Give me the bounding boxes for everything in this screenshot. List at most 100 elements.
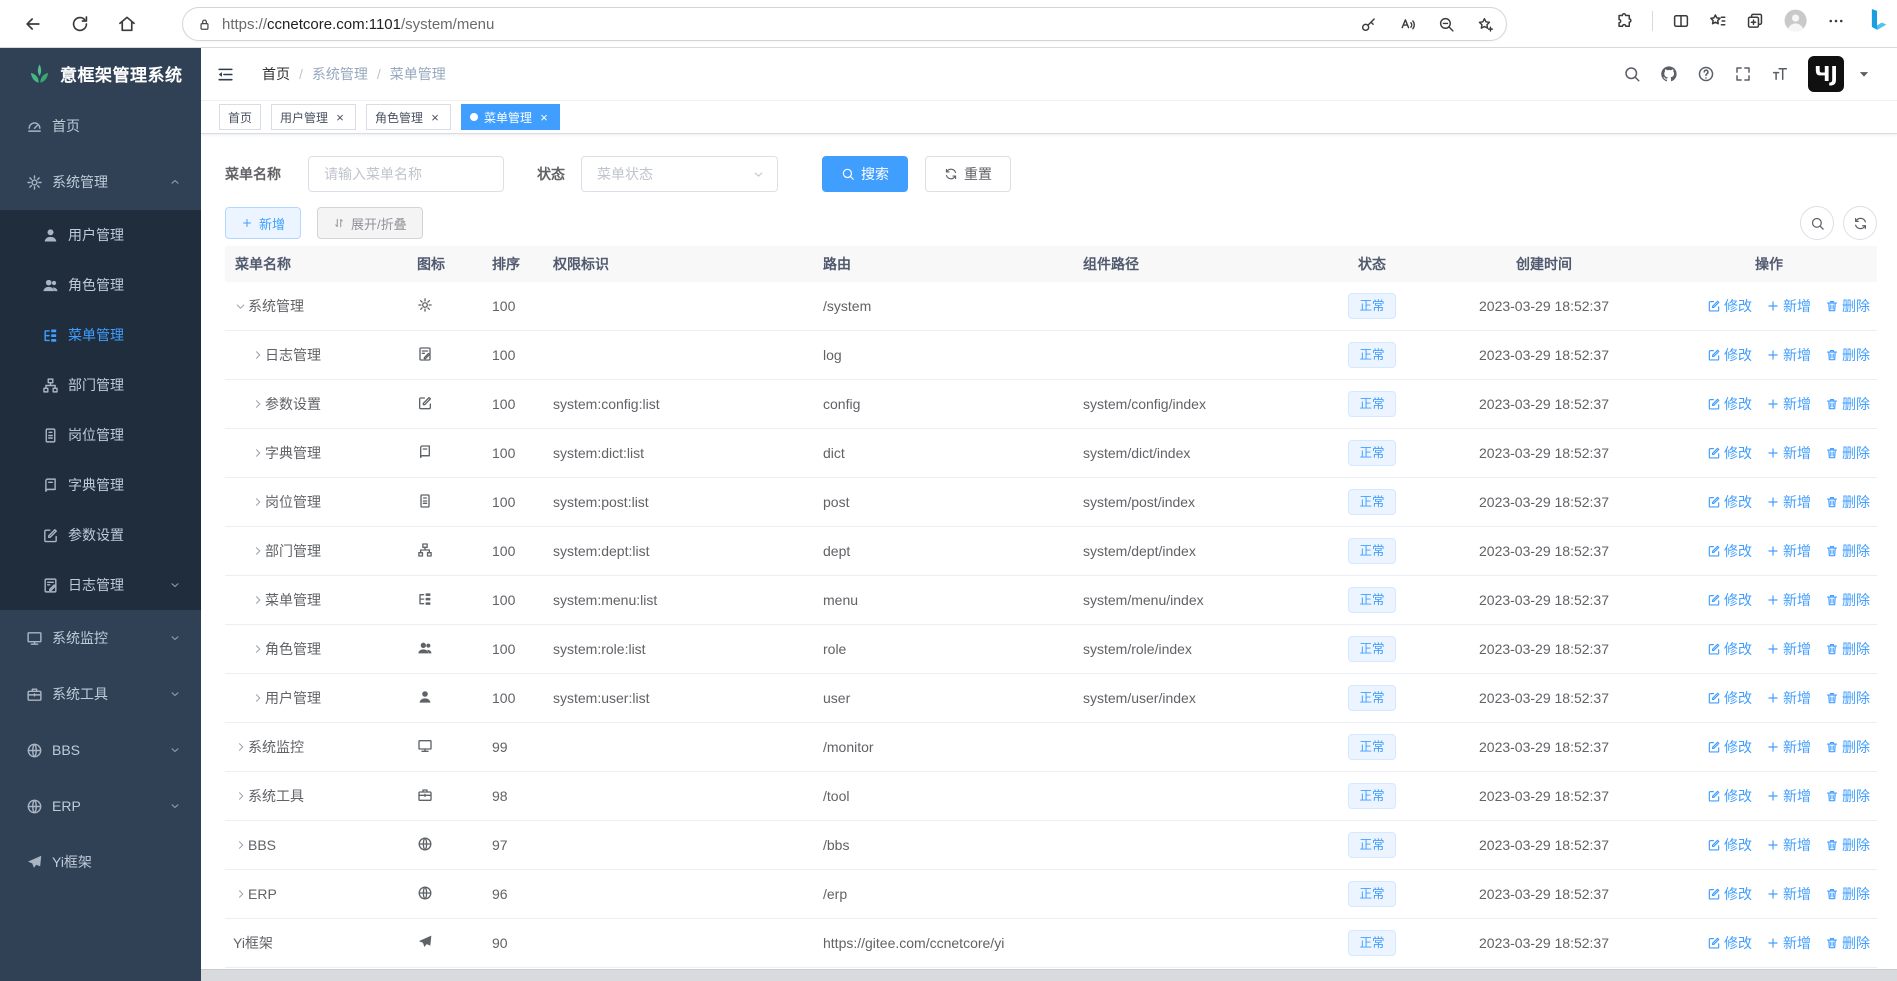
sidebar-item-tool[interactable]: 系统工具 xyxy=(0,666,201,722)
row-delete-link[interactable]: 删除 xyxy=(1825,345,1870,365)
add-favorite-icon[interactable] xyxy=(1477,16,1494,33)
expand-arrow-icon[interactable] xyxy=(233,741,248,753)
row-add-link[interactable]: 新增 xyxy=(1766,835,1811,855)
expand-arrow-icon[interactable] xyxy=(250,349,265,361)
row-edit-link[interactable]: 修改 xyxy=(1707,688,1752,708)
expand-arrow-icon[interactable] xyxy=(250,545,265,557)
sidebar-item-user[interactable]: 用户管理 xyxy=(0,210,201,260)
row-add-link[interactable]: 新增 xyxy=(1766,541,1811,561)
caret-down-icon[interactable] xyxy=(1855,65,1873,83)
address-bar[interactable]: https://ccnetcore.com:1101/system/menu xyxy=(182,7,1507,41)
row-edit-link[interactable]: 修改 xyxy=(1707,835,1752,855)
back-button[interactable] xyxy=(16,7,50,41)
refresh-table-button[interactable] xyxy=(1843,206,1877,240)
row-delete-link[interactable]: 删除 xyxy=(1825,688,1870,708)
expand-arrow-icon[interactable] xyxy=(250,398,265,410)
row-delete-link[interactable]: 删除 xyxy=(1825,933,1870,953)
bing-chat-icon[interactable] xyxy=(1864,7,1891,34)
add-button[interactable]: 新增 xyxy=(225,207,302,239)
tab-角色管理[interactable]: 角色管理 × xyxy=(366,104,452,130)
settings-menu-icon[interactable] xyxy=(1827,12,1845,30)
sidebar-toggle[interactable] xyxy=(216,65,235,84)
row-edit-link[interactable]: 修改 xyxy=(1707,492,1752,512)
row-add-link[interactable]: 新增 xyxy=(1766,933,1811,953)
split-screen-icon[interactable] xyxy=(1672,12,1690,30)
row-delete-link[interactable]: 删除 xyxy=(1825,884,1870,904)
menu-name-input[interactable] xyxy=(309,166,503,182)
expand-arrow-icon[interactable] xyxy=(250,594,265,606)
sidebar-item-system[interactable]: 系统管理 xyxy=(0,154,201,210)
expand-arrow-icon[interactable] xyxy=(235,299,247,314)
sidebar-item-dict[interactable]: 字典管理 xyxy=(0,460,201,510)
github-link-icon[interactable] xyxy=(1660,65,1678,83)
home-button[interactable] xyxy=(110,7,144,41)
row-delete-link[interactable]: 删除 xyxy=(1825,296,1870,316)
fullscreen-toggle-icon[interactable] xyxy=(1734,65,1752,83)
expand-arrow-icon[interactable] xyxy=(233,839,248,851)
expand-arrow-icon[interactable] xyxy=(250,692,265,704)
row-edit-link[interactable]: 修改 xyxy=(1707,345,1752,365)
expand-collapse-button[interactable]: 展开/折叠 xyxy=(317,207,423,239)
expand-arrow-icon[interactable] xyxy=(250,643,265,655)
sidebar-item-menu[interactable]: 菜单管理 xyxy=(0,310,201,360)
sidebar-item-role[interactable]: 角色管理 xyxy=(0,260,201,310)
favorites-icon[interactable] xyxy=(1709,12,1727,30)
sidebar-item-yi[interactable]: Yi框架 xyxy=(0,834,201,890)
search-button[interactable]: 搜索 xyxy=(822,156,908,192)
row-delete-link[interactable]: 删除 xyxy=(1825,541,1870,561)
reset-button[interactable]: 重置 xyxy=(925,156,1011,192)
read-aloud-icon[interactable] xyxy=(1399,16,1416,33)
sidebar-item-monitor[interactable]: 系统监控 xyxy=(0,610,201,666)
tab-首页[interactable]: 首页 xyxy=(219,104,262,130)
sidebar-item-erp[interactable]: ERP xyxy=(0,778,201,834)
row-edit-link[interactable]: 修改 xyxy=(1707,737,1752,757)
sidebar-item-dept[interactable]: 部门管理 xyxy=(0,360,201,410)
row-add-link[interactable]: 新增 xyxy=(1766,394,1811,414)
row-delete-link[interactable]: 删除 xyxy=(1825,443,1870,463)
tab-菜单管理[interactable]: 菜单管理 × xyxy=(461,104,561,130)
row-edit-link[interactable]: 修改 xyxy=(1707,394,1752,414)
expand-arrow-icon[interactable] xyxy=(250,447,265,459)
row-add-link[interactable]: 新增 xyxy=(1766,590,1811,610)
row-delete-link[interactable]: 删除 xyxy=(1825,492,1870,512)
row-add-link[interactable]: 新增 xyxy=(1766,443,1811,463)
collections-icon[interactable] xyxy=(1746,12,1764,30)
sidebar-item-post[interactable]: 岗位管理 xyxy=(0,410,201,460)
row-edit-link[interactable]: 修改 xyxy=(1707,639,1752,659)
sidebar-item-log[interactable]: 日志管理 xyxy=(0,560,201,610)
row-edit-link[interactable]: 修改 xyxy=(1707,443,1752,463)
password-manager-icon[interactable] xyxy=(1360,16,1377,33)
row-edit-link[interactable]: 修改 xyxy=(1707,541,1752,561)
refresh-page-button[interactable] xyxy=(63,7,97,41)
row-add-link[interactable]: 新增 xyxy=(1766,884,1811,904)
expand-arrow-icon[interactable] xyxy=(250,496,265,508)
row-delete-link[interactable]: 删除 xyxy=(1825,835,1870,855)
close-icon[interactable]: × xyxy=(431,109,439,125)
close-icon[interactable]: × xyxy=(336,109,344,125)
row-add-link[interactable]: 新增 xyxy=(1766,688,1811,708)
app-logo[interactable]: 意框架管理系统 xyxy=(0,48,201,98)
sidebar-item-config[interactable]: 参数设置 xyxy=(0,510,201,560)
close-icon[interactable]: × xyxy=(540,109,548,125)
sidebar-item-bbs[interactable]: BBS xyxy=(0,722,201,778)
row-edit-link[interactable]: 修改 xyxy=(1707,590,1752,610)
row-add-link[interactable]: 新增 xyxy=(1766,639,1811,659)
zoom-icon[interactable] xyxy=(1438,16,1455,33)
status-select[interactable]: 菜单状态 xyxy=(581,156,778,192)
row-delete-link[interactable]: 删除 xyxy=(1825,394,1870,414)
show-search-button[interactable] xyxy=(1800,206,1834,240)
row-edit-link[interactable]: 修改 xyxy=(1707,933,1752,953)
user-avatar[interactable]: ЧJ xyxy=(1808,56,1844,92)
header-search-icon[interactable] xyxy=(1623,65,1641,83)
extensions-icon[interactable] xyxy=(1615,12,1633,30)
font-size-select-icon[interactable] xyxy=(1771,65,1789,83)
row-edit-link[interactable]: 修改 xyxy=(1707,296,1752,316)
expand-arrow-icon[interactable] xyxy=(233,888,248,900)
breadcrumb-item[interactable]: 首页 xyxy=(262,66,290,82)
expand-arrow-icon[interactable] xyxy=(233,790,248,802)
row-add-link[interactable]: 新增 xyxy=(1766,737,1811,757)
row-add-link[interactable]: 新增 xyxy=(1766,345,1811,365)
tab-用户管理[interactable]: 用户管理 × xyxy=(271,104,357,130)
row-edit-link[interactable]: 修改 xyxy=(1707,884,1752,904)
row-add-link[interactable]: 新增 xyxy=(1766,786,1811,806)
